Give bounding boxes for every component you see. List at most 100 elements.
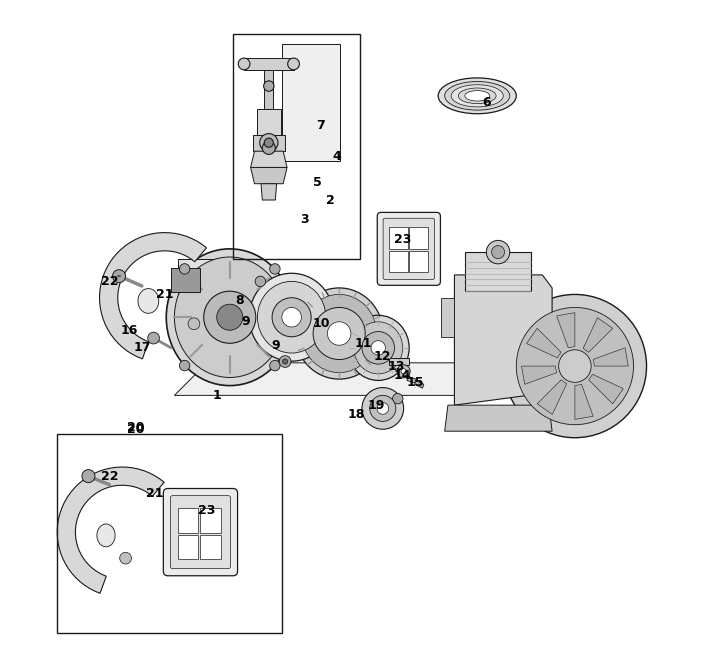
Polygon shape <box>99 233 207 359</box>
Circle shape <box>188 318 199 330</box>
Polygon shape <box>261 184 276 200</box>
Ellipse shape <box>249 273 334 361</box>
Text: 20: 20 <box>127 423 144 436</box>
Bar <box>390 228 408 249</box>
Polygon shape <box>253 135 285 151</box>
Circle shape <box>120 553 132 564</box>
Polygon shape <box>178 258 223 337</box>
Polygon shape <box>257 109 281 135</box>
Circle shape <box>260 133 278 152</box>
Circle shape <box>270 264 280 274</box>
Circle shape <box>204 291 256 343</box>
Circle shape <box>179 360 190 371</box>
Text: 9: 9 <box>242 315 251 328</box>
Polygon shape <box>466 252 531 291</box>
Text: 10: 10 <box>312 317 330 330</box>
Circle shape <box>362 388 404 429</box>
Ellipse shape <box>459 88 496 103</box>
Ellipse shape <box>451 85 503 107</box>
Bar <box>410 250 428 272</box>
Polygon shape <box>282 44 341 161</box>
Text: 2: 2 <box>326 194 335 207</box>
Text: 18: 18 <box>348 408 366 421</box>
Circle shape <box>392 394 403 404</box>
Bar <box>233 34 360 258</box>
Bar <box>57 434 282 633</box>
Circle shape <box>264 138 274 147</box>
Polygon shape <box>415 381 424 388</box>
Circle shape <box>492 246 505 258</box>
Text: 8: 8 <box>235 294 244 307</box>
Polygon shape <box>589 374 624 404</box>
Polygon shape <box>251 167 287 184</box>
Polygon shape <box>441 298 454 337</box>
Circle shape <box>179 264 190 274</box>
Polygon shape <box>171 268 200 292</box>
Ellipse shape <box>302 294 377 373</box>
Ellipse shape <box>347 315 409 381</box>
Polygon shape <box>575 385 593 419</box>
Text: 22: 22 <box>101 275 118 288</box>
Text: 22: 22 <box>101 470 118 483</box>
Circle shape <box>238 58 250 70</box>
Circle shape <box>264 81 274 92</box>
Ellipse shape <box>138 288 159 313</box>
Circle shape <box>362 332 395 364</box>
Polygon shape <box>593 348 629 366</box>
Circle shape <box>401 369 406 374</box>
Polygon shape <box>526 328 561 358</box>
Polygon shape <box>57 467 164 593</box>
Circle shape <box>370 396 396 421</box>
Circle shape <box>288 58 300 70</box>
Circle shape <box>377 403 389 414</box>
Polygon shape <box>251 151 287 167</box>
Circle shape <box>217 304 243 330</box>
Circle shape <box>282 359 288 364</box>
Circle shape <box>397 365 410 378</box>
Text: 16: 16 <box>120 324 138 337</box>
Circle shape <box>272 298 311 337</box>
Text: 6: 6 <box>482 96 491 109</box>
Polygon shape <box>521 366 557 385</box>
Text: 21: 21 <box>156 288 174 301</box>
Circle shape <box>486 241 510 264</box>
Polygon shape <box>583 318 613 353</box>
Ellipse shape <box>174 257 285 377</box>
Text: 13: 13 <box>387 360 405 373</box>
Bar <box>178 508 199 533</box>
Polygon shape <box>264 70 274 109</box>
Ellipse shape <box>166 249 293 386</box>
Circle shape <box>112 269 125 283</box>
Circle shape <box>559 350 591 383</box>
Ellipse shape <box>295 288 383 379</box>
Ellipse shape <box>465 91 490 101</box>
Ellipse shape <box>445 82 510 110</box>
Ellipse shape <box>438 78 516 114</box>
FancyBboxPatch shape <box>377 213 441 285</box>
Text: 5: 5 <box>313 176 322 189</box>
Text: 15: 15 <box>407 376 424 389</box>
Circle shape <box>503 294 647 438</box>
Text: 7: 7 <box>317 118 325 131</box>
Text: 23: 23 <box>198 504 216 517</box>
Circle shape <box>371 341 385 355</box>
Text: 19: 19 <box>368 399 385 411</box>
Bar <box>200 535 221 559</box>
Circle shape <box>279 356 291 368</box>
Text: 9: 9 <box>271 339 279 352</box>
Text: 1: 1 <box>212 389 221 402</box>
Bar <box>390 250 408 272</box>
Text: 21: 21 <box>146 487 163 500</box>
FancyBboxPatch shape <box>383 218 435 279</box>
Text: 20: 20 <box>127 421 144 434</box>
Bar <box>200 508 221 533</box>
Circle shape <box>148 332 159 344</box>
Circle shape <box>313 307 365 360</box>
Bar <box>178 535 199 559</box>
Polygon shape <box>537 380 567 415</box>
Polygon shape <box>445 405 552 431</box>
Text: 17: 17 <box>133 341 150 354</box>
Polygon shape <box>244 58 294 70</box>
Ellipse shape <box>354 322 402 374</box>
Polygon shape <box>390 358 409 366</box>
